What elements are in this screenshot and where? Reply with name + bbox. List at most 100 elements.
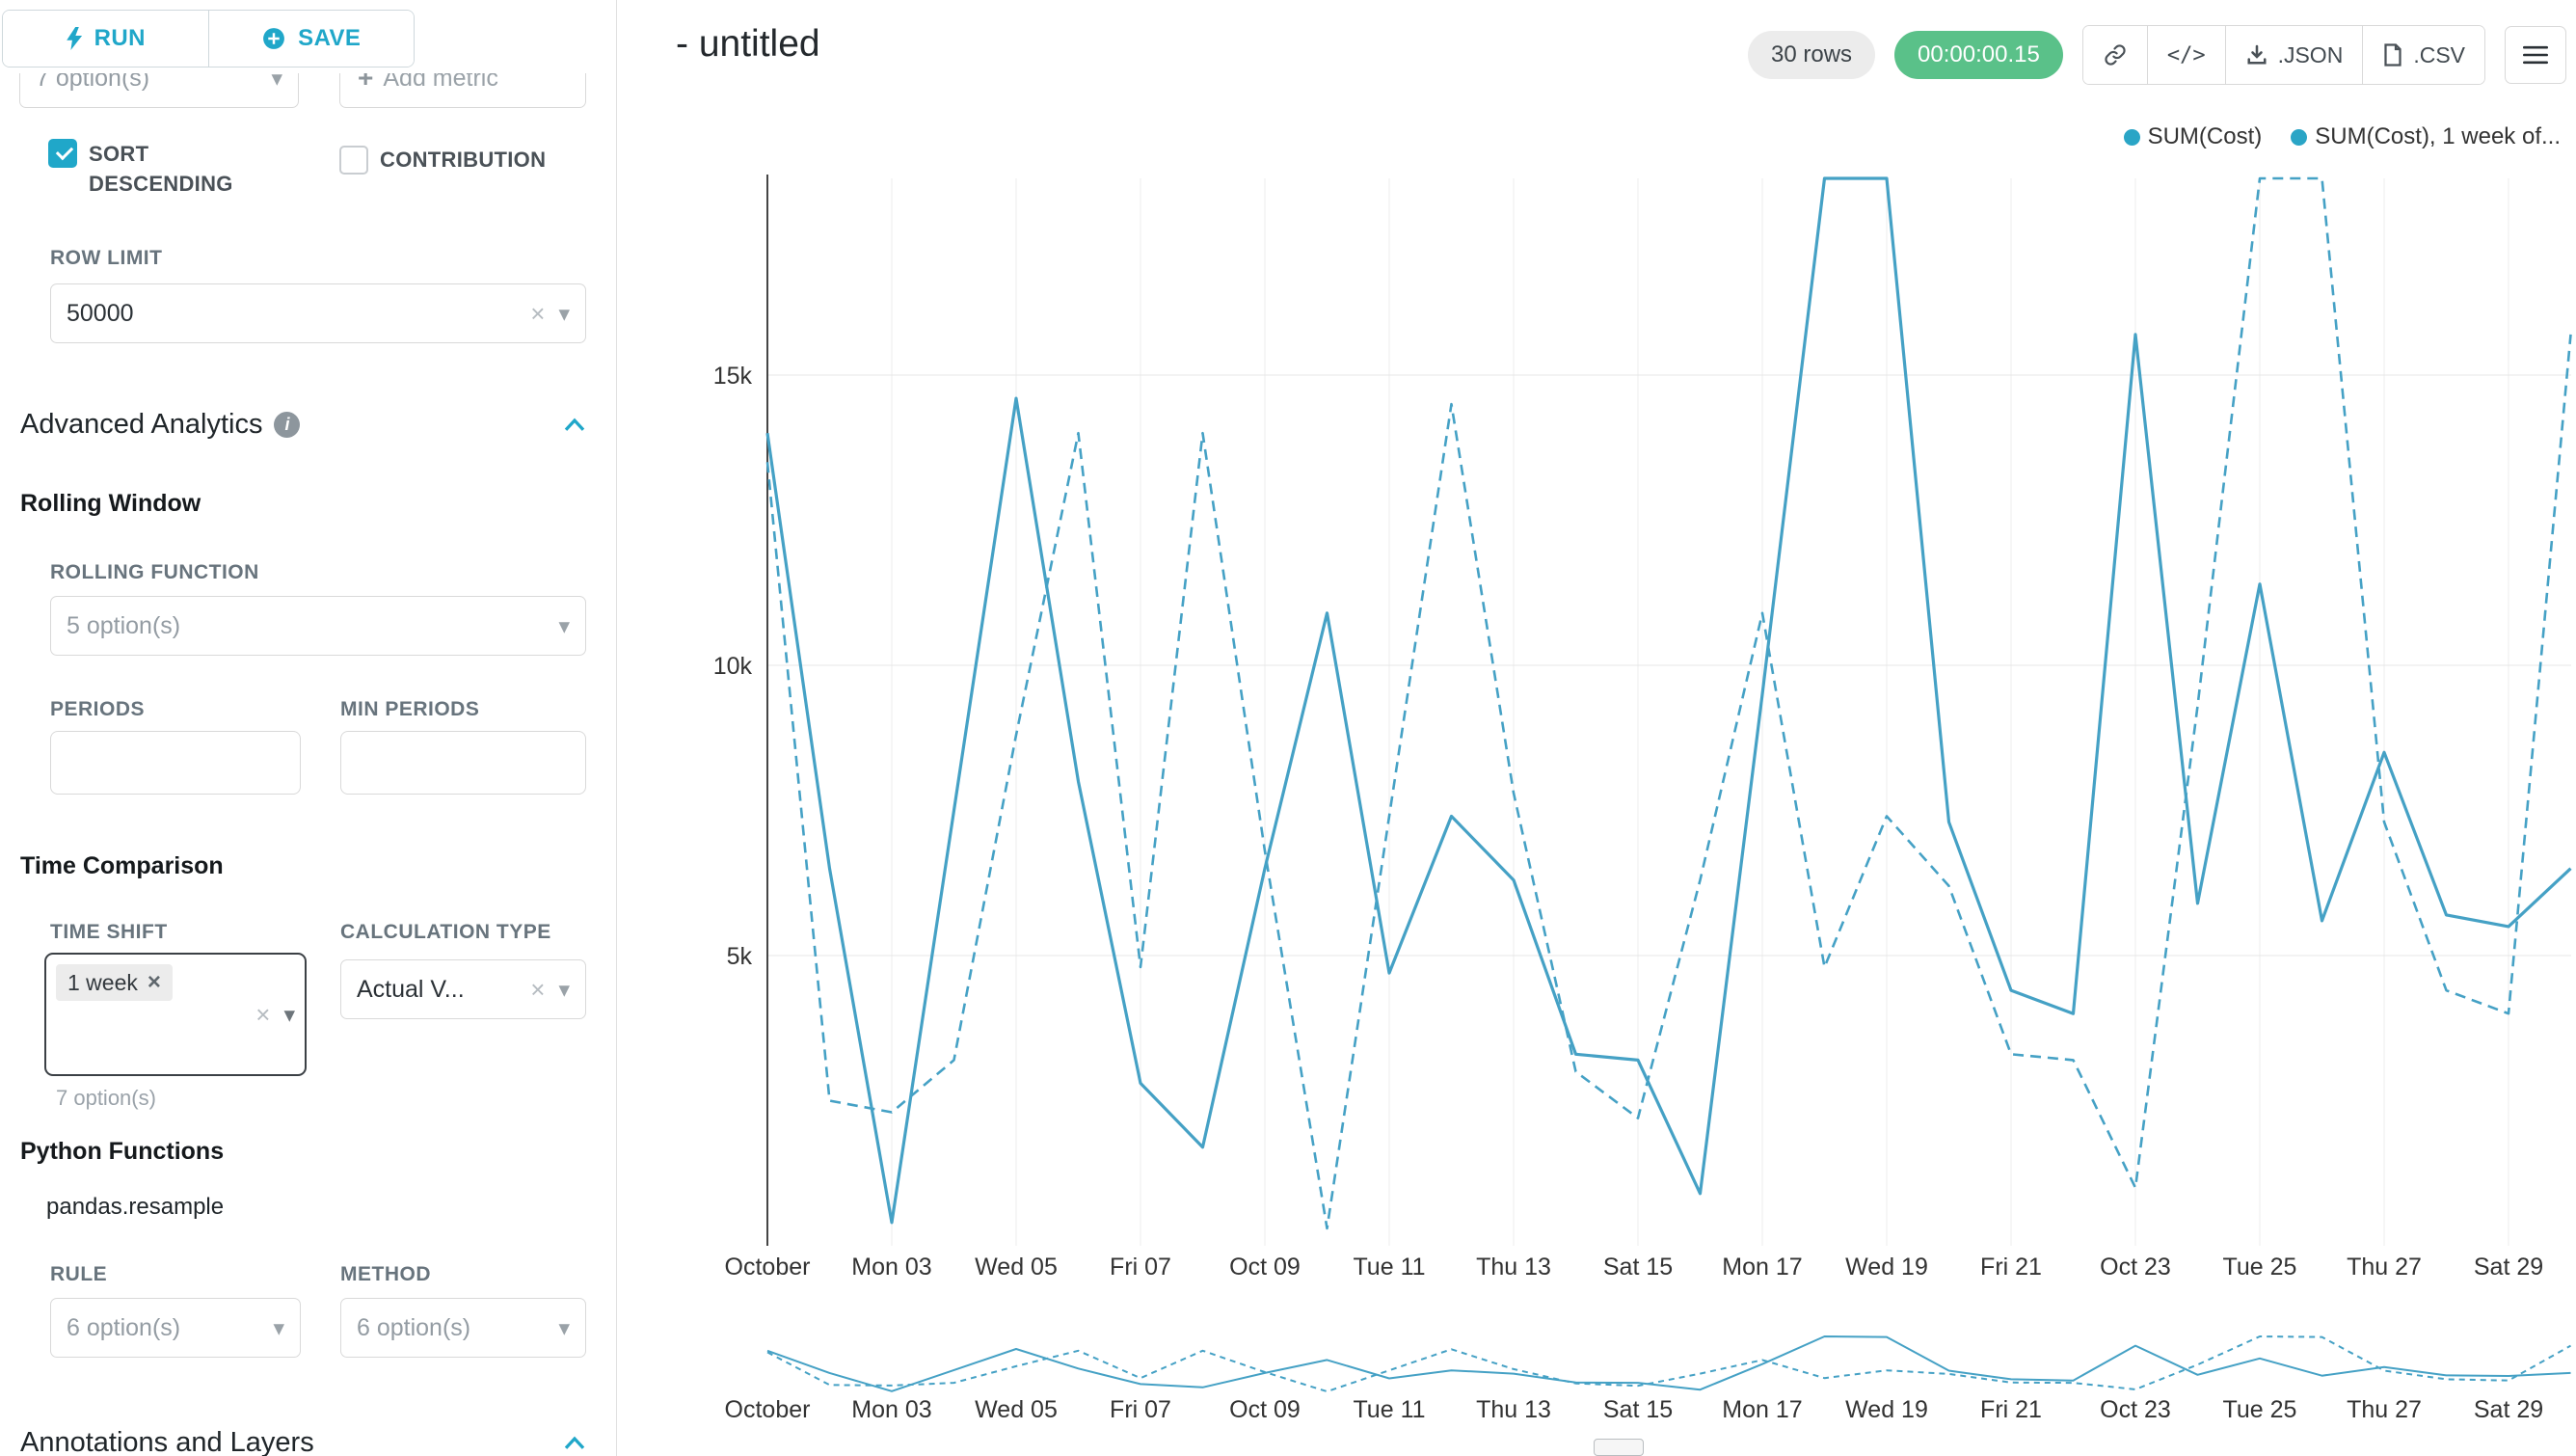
chart-legend: SUM(Cost) SUM(Cost), 1 week of...: [2123, 123, 2561, 150]
embed-code-button[interactable]: </>: [2146, 26, 2225, 84]
svg-text:Mon 17: Mon 17: [1722, 1254, 1802, 1281]
chevron-up-icon[interactable]: [563, 1436, 586, 1450]
time-comparison-title: Time Comparison: [20, 852, 224, 879]
time-shift-tag-label: 1 week: [67, 969, 138, 995]
chart-header-actions: 30 rows 00:00:00.15 </> .JSON .CSV: [1747, 25, 2566, 85]
svg-text:October: October: [725, 1396, 811, 1423]
row-limit-value: 50000: [67, 299, 134, 327]
save-button-label: SAVE: [298, 25, 362, 51]
download-icon: [2247, 44, 2267, 65]
svg-text:Thu 13: Thu 13: [1476, 1396, 1551, 1423]
timeseries-line-chart[interactable]: 5k 10k 15k October October Mon 03 Mon 03 Wed 05…: [618, 0, 2576, 1456]
periods-label: PERIODS: [50, 698, 146, 720]
method-placeholder: 6 option(s): [357, 1313, 471, 1341]
chart-title[interactable]: - untitled: [676, 23, 820, 65]
contribution-checkbox[interactable]: CONTRIBUTION: [339, 145, 600, 175]
chevron-down-icon: ▾: [271, 65, 282, 91]
annotations-title: Annotations and Layers: [20, 1427, 314, 1456]
export-csv-button[interactable]: .CSV: [2362, 26, 2484, 84]
advanced-analytics-section-header[interactable]: Advanced Analytics i: [20, 409, 586, 441]
time-shift-select-icons: × ▾: [255, 1000, 295, 1030]
checkbox-checked-icon: [48, 139, 77, 168]
toolbar: RUN SAVE: [2, 10, 415, 67]
calculation-type-label: CALCULATION TYPE: [340, 921, 551, 943]
info-icon: i: [274, 412, 301, 438]
svg-text:Wed 19: Wed 19: [1845, 1254, 1928, 1281]
scrollbar-thumb[interactable]: [1594, 1439, 1644, 1456]
contribution-label: CONTRIBUTION: [380, 148, 547, 172]
time-shift-tag[interactable]: 1 week ×: [56, 964, 173, 1001]
row-limit-select[interactable]: 50000 × ▾: [50, 283, 586, 343]
clear-icon[interactable]: ×: [255, 999, 271, 1029]
svg-text:Fri 21: Fri 21: [1980, 1254, 2042, 1281]
legend-item-sum-cost-offset[interactable]: SUM(Cost), 1 week of...: [2291, 123, 2561, 150]
chevron-down-icon: ▾: [283, 1001, 295, 1027]
svg-text:Oct 09: Oct 09: [1229, 1254, 1301, 1281]
min-periods-input[interactable]: [340, 731, 586, 795]
plus-circle-icon: [263, 28, 285, 49]
periods-input[interactable]: [50, 731, 301, 795]
hamburger-icon: [2523, 45, 2548, 65]
lightning-icon: [66, 27, 82, 50]
svg-text:Oct 23: Oct 23: [2100, 1254, 2171, 1281]
svg-text:Mon 17: Mon 17: [1722, 1396, 1802, 1423]
export-json-button[interactable]: .JSON: [2224, 26, 2363, 84]
method-label: METHOD: [340, 1263, 431, 1285]
chevron-down-icon: ▾: [558, 1314, 570, 1340]
rule-select[interactable]: 6 option(s) ▾: [50, 1298, 301, 1358]
legend-dot-icon: [2123, 128, 2140, 146]
svg-text:Tue 25: Tue 25: [2223, 1396, 2297, 1423]
control-panel: RUN SAVE 7 option(s) ▾ + Add metric SORT…: [0, 0, 617, 1456]
calculation-type-value: Actual V...: [357, 975, 465, 1003]
sort-descending-label: SORT DESCENDING: [89, 142, 233, 196]
svg-text:Thu 27: Thu 27: [2347, 1254, 2422, 1281]
time-shift-label: TIME SHIFT: [50, 921, 168, 943]
menu-button[interactable]: [2505, 26, 2566, 84]
rolling-function-select[interactable]: 5 option(s) ▾: [50, 596, 586, 656]
svg-text:Tue 11: Tue 11: [1353, 1396, 1425, 1423]
svg-text:Oct 23: Oct 23: [2100, 1396, 2171, 1423]
checkbox-unchecked-icon: [339, 145, 368, 175]
file-icon: [2384, 43, 2402, 67]
row-count-badge: 30 rows: [1747, 31, 1876, 79]
chevron-down-icon: ▾: [273, 1314, 284, 1340]
sort-descending-checkbox[interactable]: SORT DESCENDING: [48, 139, 251, 200]
remove-tag-icon[interactable]: ×: [147, 969, 161, 995]
svg-text:Sat 15: Sat 15: [1603, 1254, 1673, 1281]
legend-label: SUM(Cost): [2147, 123, 2263, 149]
method-select[interactable]: 6 option(s) ▾: [340, 1298, 586, 1358]
clear-icon[interactable]: ×: [530, 299, 546, 328]
copy-link-button[interactable]: [2082, 26, 2147, 84]
annotations-section-header[interactable]: Annotations and Layers: [20, 1427, 586, 1456]
chevron-down-icon: ▾: [558, 300, 570, 326]
svg-text:Fri 21: Fri 21: [1980, 1396, 2042, 1423]
chart-panel: 5k 10k 15k October October Mon 03 Mon 03 Wed 05…: [618, 0, 2576, 1456]
svg-text:Sat 15: Sat 15: [1603, 1396, 1673, 1423]
rule-placeholder: 6 option(s): [67, 1313, 181, 1341]
time-shift-hint: 7 option(s): [56, 1086, 156, 1110]
run-button[interactable]: RUN: [3, 11, 208, 67]
svg-text:Fri 07: Fri 07: [1110, 1254, 1171, 1281]
clear-icon[interactable]: ×: [530, 975, 546, 1004]
svg-text:Mon 03: Mon 03: [851, 1396, 931, 1423]
min-periods-label: MIN PERIODS: [340, 698, 480, 720]
chevron-up-icon[interactable]: [563, 418, 586, 432]
rule-label: RULE: [50, 1263, 108, 1285]
row-limit-label: ROW LIMIT: [50, 247, 163, 269]
save-button[interactable]: SAVE: [207, 11, 414, 67]
svg-text:15k: 15k: [713, 363, 753, 390]
pandas-resample-label: pandas.resample: [46, 1194, 225, 1220]
svg-text:Oct 09: Oct 09: [1229, 1396, 1301, 1423]
svg-text:Tue 25: Tue 25: [2223, 1254, 2297, 1281]
legend-item-sum-cost[interactable]: SUM(Cost): [2123, 123, 2263, 150]
svg-text:Thu 27: Thu 27: [2347, 1396, 2422, 1423]
time-shift-select[interactable]: 1 week × × ▾: [44, 953, 307, 1076]
rolling-function-placeholder: 5 option(s): [67, 611, 181, 639]
export-button-group: </> .JSON .CSV: [2081, 25, 2485, 85]
rolling-window-title: Rolling Window: [20, 490, 201, 517]
calculation-type-select[interactable]: Actual V... × ▾: [340, 959, 586, 1019]
chevron-down-icon: ▾: [558, 976, 570, 1002]
run-button-label: RUN: [94, 25, 146, 51]
json-button-label: .JSON: [2277, 41, 2344, 67]
